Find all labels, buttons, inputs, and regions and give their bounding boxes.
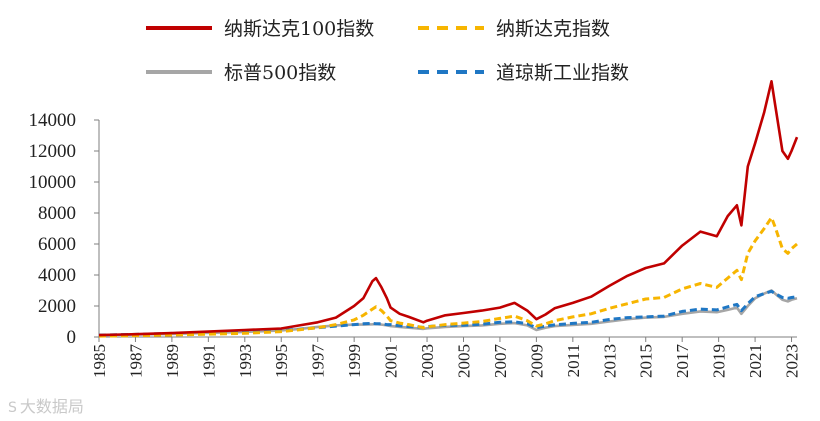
legend: 纳斯达克100指数 纳斯达克指数 标普500指数 道琼斯工业指数 — [146, 18, 629, 84]
x-tick-label: 1997 — [309, 344, 328, 379]
x-tick-label: 2015 — [637, 344, 656, 378]
x-tick-label: 2023 — [783, 344, 802, 378]
dow-line — [98, 289, 798, 337]
x-tick-label: 2017 — [673, 344, 692, 379]
x-tick-label: 2011 — [564, 344, 583, 377]
y-tick-label: 4000 — [38, 265, 76, 286]
x-tick-label: 2007 — [491, 344, 510, 379]
y-tick-label: 0 — [67, 327, 77, 348]
sp500-line — [98, 289, 798, 337]
legend-label-nasdaq100: 纳斯达克100指数 — [224, 18, 374, 40]
y-tick-label: 8000 — [38, 203, 76, 224]
y-tick-label: 6000 — [38, 234, 76, 255]
x-tick-label: 2013 — [600, 344, 619, 378]
y-ticks: 0 2000 4000 6000 8000 10000 12000 14000 — [29, 110, 99, 348]
x-tick-label: 2009 — [527, 344, 546, 378]
x-tick-label: 1989 — [163, 344, 182, 378]
x-tick-label: 2019 — [710, 344, 729, 378]
nasdaq-line — [98, 216, 798, 338]
x-tick-label: 1999 — [345, 344, 364, 378]
legend-label-sp500: 标普500指数 — [224, 62, 336, 84]
watermark-logo-icon: S — [8, 400, 17, 416]
y-tick-label: 2000 — [38, 296, 76, 317]
x-tick-label: 1987 — [126, 344, 145, 379]
x-tick-label: 1993 — [236, 344, 255, 378]
legend-label-dow: 道琼斯工业指数 — [496, 62, 629, 84]
y-tick-label: 12000 — [29, 141, 77, 162]
y-tick-label: 10000 — [29, 172, 77, 193]
x-tick-label: 1991 — [199, 344, 218, 378]
watermark-text: 大数据局 — [19, 397, 84, 416]
nasdaq100-line — [98, 80, 799, 337]
x-tick-label: 1985 — [90, 344, 109, 378]
x-tick-label: 1995 — [272, 344, 291, 378]
watermark: S 大数据局 — [8, 393, 84, 417]
series-layer — [98, 80, 799, 338]
x-tick-label: 2005 — [454, 344, 473, 378]
x-ticks: 1985 1987 1989 1991 1993 1995 1997 1999 2001 2003… — [90, 337, 802, 378]
y-tick-label: 14000 — [29, 110, 77, 131]
x-tick-label: 2003 — [418, 344, 437, 378]
x-tick-label: 2001 — [382, 344, 401, 378]
x-tick-label: 2021 — [746, 344, 765, 378]
legend-label-nasdaq: 纳斯达克指数 — [496, 18, 610, 40]
